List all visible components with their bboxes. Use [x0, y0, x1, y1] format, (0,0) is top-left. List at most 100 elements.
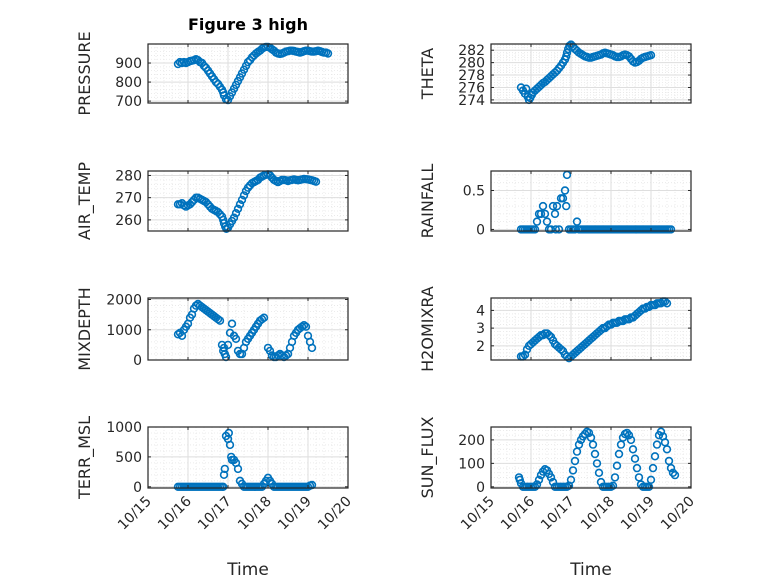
mixdepth-axes-box [147, 297, 349, 361]
theta-data-point [561, 52, 571, 61]
sun-flux-data-point [546, 473, 556, 482]
sun-flux-data-point [592, 459, 602, 468]
sun-flux-data-point [662, 445, 672, 454]
theta-y-tick-label: 282 [458, 43, 485, 59]
h2omixra-data-point [602, 322, 612, 331]
h2omixra-data-point [636, 306, 646, 315]
rainfall-data-point [561, 201, 571, 211]
rainfall-ylabel: RAINFALL [418, 164, 437, 239]
sun-flux-data-point [626, 435, 636, 445]
sun-flux-data-point [622, 428, 632, 438]
sun-flux-data-point [534, 475, 544, 484]
subplot-sun-flux: 0 100 200 SUN_FLUX 10/15 10/16 10/17 10/18 10/19… [418, 417, 698, 580]
rainfall-data-point [560, 186, 570, 195]
sun-flux-data-point [596, 477, 606, 487]
theta-y-tick-label: 278 [458, 68, 485, 84]
h2omixra-ylabel: H2OMIXRA [418, 286, 437, 372]
terr-msl-x-tick-label: 10/18 [235, 494, 275, 534]
sun-flux-data-point [670, 470, 680, 480]
h2omixra-data-point [624, 315, 634, 324]
sun-flux-x-tick-label: 10/20 [658, 494, 698, 534]
air-temp-data-point [235, 200, 245, 209]
terr-msl-x-tick-label: 10/16 [155, 493, 195, 533]
mixdepth-y-tick-label: 2000 [106, 293, 142, 309]
h2omixra-data-point [596, 325, 606, 335]
mixdepth-plot-area [148, 298, 348, 360]
sun-flux-data-point [632, 463, 642, 473]
sun-flux-y-tick-label: 100 [458, 456, 485, 472]
mixdepth-data-point [227, 319, 237, 328]
air-temp-data-point [311, 177, 321, 186]
pressure-ylabel: PRESSURE [75, 31, 94, 115]
theta-y-tick-label: 280 [458, 56, 485, 72]
terr-msl-x-tick-label: 10/20 [315, 494, 355, 534]
subplot-rainfall: 0 0.5 RAINFALL [418, 164, 692, 239]
subplot-mixdepth: 0 1000 2000 MIXDEPTH [75, 287, 349, 371]
sun-flux-data-point [646, 475, 656, 484]
sun-flux-axes-box [490, 426, 692, 489]
pressure-data-point [243, 57, 253, 67]
mixdepth-data-point [231, 334, 241, 343]
sun-flux-data-point [652, 440, 662, 449]
h2omixra-data-point [662, 299, 672, 308]
sun-flux-x-tick-label: 10/18 [578, 494, 618, 534]
rainfall-data-point [552, 201, 562, 211]
h2omixra-y-tick-label: 4 [476, 303, 485, 319]
terr-msl-plot-area [148, 427, 348, 488]
air-temp-y-tick-label: 260 [115, 213, 142, 229]
sun-flux-data-point [588, 440, 598, 449]
sun-flux-x-tick-label: 10/17 [538, 494, 578, 534]
rainfall-data-point [532, 217, 542, 226]
terr-msl-y-tick-label: 0 [133, 480, 142, 496]
rainfall-y-tick-label: 0.5 [463, 183, 485, 199]
mixdepth-data-point [223, 340, 233, 350]
sun-flux-data-point [608, 481, 618, 490]
sun-flux-data-point [628, 445, 638, 454]
sun-flux-data-point [590, 449, 600, 459]
terr-msl-data-point [220, 464, 230, 474]
rainfall-data-point [550, 209, 560, 219]
h2omixra-axes-box [490, 297, 692, 361]
mixdepth-data-point [215, 316, 225, 325]
pressure-data-point [323, 49, 333, 58]
sun-flux-data-point [530, 482, 540, 491]
sun-flux-data-point [594, 468, 604, 477]
terr-msl-axes-box [147, 426, 349, 489]
sun-flux-data-point [568, 466, 578, 475]
sun-flux-x-tick-label: 10/19 [618, 494, 658, 534]
rainfall-data-point [551, 225, 560, 234]
theta-data-point [646, 50, 656, 60]
air-temp-axes-box [147, 170, 349, 232]
h2omixra-data-point [640, 304, 650, 313]
sun-flux-y-tick-label: 200 [458, 433, 485, 449]
h2omixra-y-tick-label: 3 [476, 321, 485, 337]
air-temp-y-tick-label: 270 [115, 191, 142, 207]
sun-flux-data-point [668, 468, 678, 477]
sun-flux-data-point [612, 461, 622, 470]
air-temp-y-tick-label: 280 [115, 168, 142, 184]
terr-msl-y-tick-label: 1000 [106, 420, 142, 436]
subplot-air-temp: 260 270 280 AIR_TEMP [75, 162, 349, 240]
pressure-y-tick-label: 800 [115, 75, 142, 91]
rainfall-data-point [540, 209, 550, 219]
terr-msl-data-point [224, 428, 234, 438]
sun-flux-data-point [656, 427, 666, 436]
pressure-axes-box [147, 43, 349, 104]
sun-flux-data-point [650, 452, 660, 461]
terr-msl-x-tick-label: 10/15 [115, 494, 155, 534]
terr-msl-x-tick-label: 10/19 [275, 494, 315, 534]
pressure-data-point [211, 77, 221, 87]
theta-y-tick-label: 274 [458, 93, 485, 109]
sun-flux-ylabel: SUN_FLUX [418, 417, 438, 499]
rainfall-data-point [546, 225, 556, 234]
sun-flux-x-tick-label: 10/15 [458, 494, 498, 534]
sun-flux-data-point [634, 473, 644, 482]
mixdepth-y-tick-label: 1000 [106, 323, 142, 339]
rainfall-axes-box [490, 170, 692, 232]
mixdepth-data-point [301, 322, 311, 331]
subplot-h2omixra: 2 3 4 H2OMIXRA [418, 286, 692, 372]
sun-flux-data-point [574, 440, 584, 449]
air-temp-data-point [229, 213, 239, 222]
